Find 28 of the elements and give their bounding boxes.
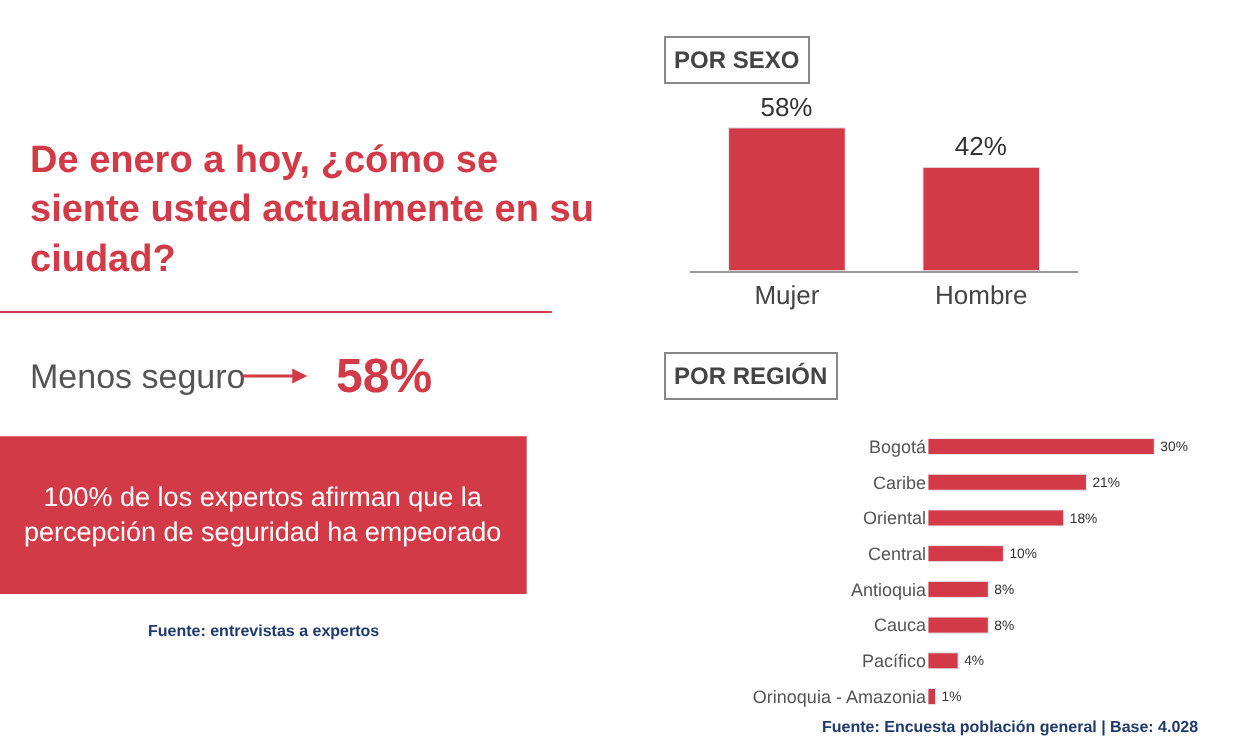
bar <box>927 437 1155 456</box>
text: 58% <box>336 350 433 404</box>
bar <box>927 545 1004 563</box>
y-tick-label: Cauca <box>873 615 926 636</box>
source-note: Fuente: Encuesta población general | Base: 4.028 <box>822 718 1200 736</box>
bar <box>927 509 1065 527</box>
x-tick-label: Mujer <box>754 279 821 310</box>
chart-title: POR SEXO <box>674 46 800 74</box>
y-tick-label: Bogotá <box>868 436 926 457</box>
x-tick-label: Hombre <box>935 279 1028 310</box>
y-tick-label: Orinoquia - Amazonia <box>752 686 926 707</box>
text: 100% de los expertos afirman que la percepción de seguridad ha empeorado <box>24 482 502 548</box>
bar <box>927 688 936 706</box>
bar <box>927 652 959 670</box>
y-tick-label: Caribe <box>872 472 926 493</box>
bar <box>927 580 989 598</box>
chart-title: POR REGIÓN <box>674 362 828 390</box>
bar <box>927 473 1087 491</box>
text: Menos seguro <box>30 358 246 396</box>
y-tick-label: Pacífico <box>861 651 926 672</box>
source-note: Fuente: entrevistas a expertos <box>148 622 381 640</box>
data-label: 42% <box>954 131 1008 162</box>
y-tick-label: Central <box>867 543 926 564</box>
text: De enero a hoy, ¿cómo se siente usted actualmente en su ciudad? <box>30 140 594 281</box>
data-label: 58% <box>760 91 814 122</box>
bar <box>927 616 989 634</box>
y-tick-label: Antioquia <box>850 579 926 600</box>
y-tick-label: Oriental <box>862 508 926 529</box>
